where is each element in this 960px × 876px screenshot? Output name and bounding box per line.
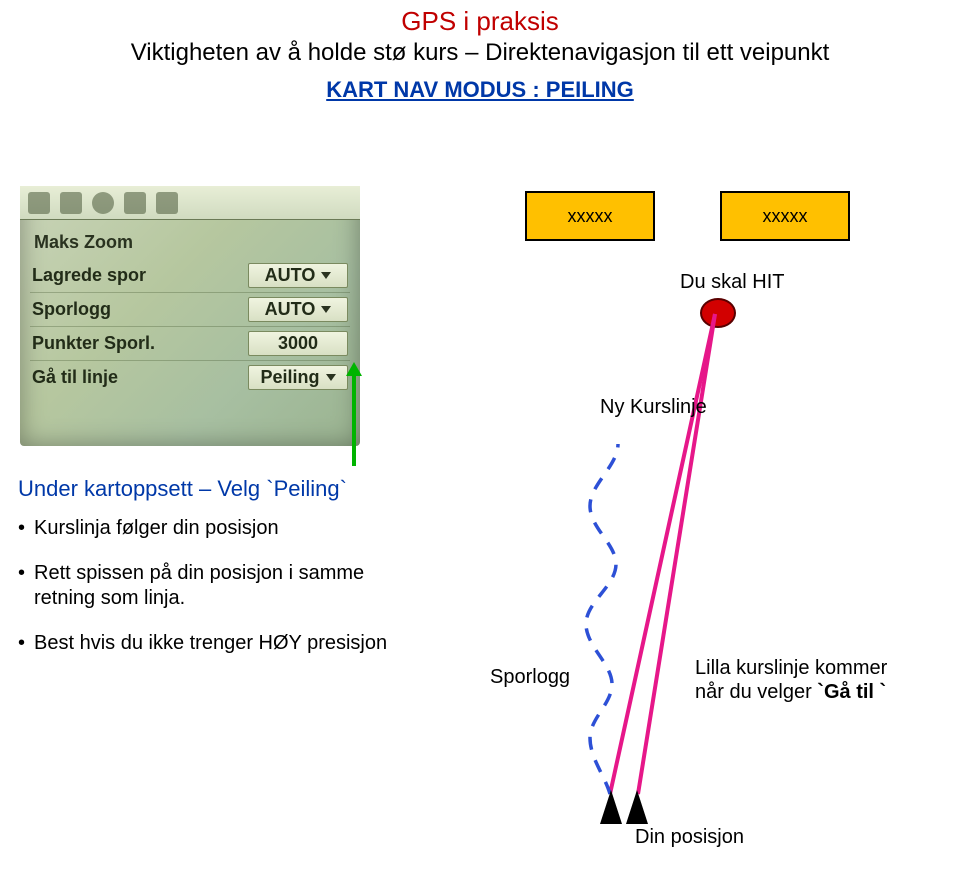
page-title: GPS i praksis <box>0 6 960 37</box>
list-item: Best hvis du ikke trenger HØY presisjon <box>18 631 418 656</box>
battery-icon <box>28 192 50 214</box>
gps-row-label: Punkter Sporl. <box>32 333 155 354</box>
gps-row-value: AUTO <box>248 297 348 322</box>
sporlogg-path <box>586 444 618 794</box>
position-arrow-icon <box>600 790 622 824</box>
list-item: Rett spissen på din posisjon i samme ret… <box>18 561 418 611</box>
bullet-list: Kurslinja følger din posisjon Rett spiss… <box>18 516 418 656</box>
hit-label: Du skal HIT <box>680 271 784 294</box>
yellow-box-1: xxxxx <box>525 191 655 241</box>
chevron-down-icon <box>321 306 331 313</box>
page-subtitle: Viktigheten av å holde stø kurs – Direkt… <box>0 39 960 67</box>
gps-row: Punkter Sporl. 3000 <box>30 327 350 361</box>
lilla-label: Lilla kurslinje kommer når du velger `Gå… <box>695 656 945 704</box>
sd-icon <box>60 192 82 214</box>
ny-kurslinje-line <box>638 314 715 794</box>
chevron-down-icon <box>321 272 331 279</box>
modus-line: KART NAV MODUS : PEILING <box>0 77 960 103</box>
ny-kurslinje-label: Ny Kurslinje <box>600 396 707 419</box>
gps-screenshot: Maks Zoom Lagrede spor AUTO Sporlogg AUT… <box>20 186 360 446</box>
gps-row-value: 3000 <box>248 331 348 356</box>
gps-heading: Maks Zoom <box>30 228 350 259</box>
gps-row: Lagrede spor AUTO <box>30 259 350 293</box>
gps-row-label: Sporlogg <box>32 299 111 320</box>
din-posisjon-label: Din posisjon <box>635 826 744 849</box>
navigation-diagram <box>440 306 940 846</box>
gps-row-label: Gå til linje <box>32 367 118 388</box>
tool-icon <box>124 192 146 214</box>
green-arrow <box>352 374 356 466</box>
anchor-icon <box>156 192 178 214</box>
list-item: Kurslinja følger din posisjon <box>18 516 418 541</box>
chevron-down-icon <box>326 374 336 381</box>
gps-row-value: AUTO <box>248 263 348 288</box>
gps-row: Sporlogg AUTO <box>30 293 350 327</box>
yellow-box-2: xxxxx <box>720 191 850 241</box>
position-arrow-icon <box>626 790 648 824</box>
position-marker <box>600 790 648 824</box>
gps-row: Gå til linje Peiling <box>30 361 350 394</box>
gps-row-label: Lagrede spor <box>32 265 146 286</box>
flag-icon <box>92 192 114 214</box>
gps-icon-bar <box>20 186 360 220</box>
left-heading: Under kartoppsett – Velg `Peiling` <box>18 476 418 502</box>
sporlogg-label: Sporlogg <box>490 666 570 689</box>
kurslinje-line <box>610 314 715 794</box>
gps-row-value: Peiling <box>248 365 348 390</box>
